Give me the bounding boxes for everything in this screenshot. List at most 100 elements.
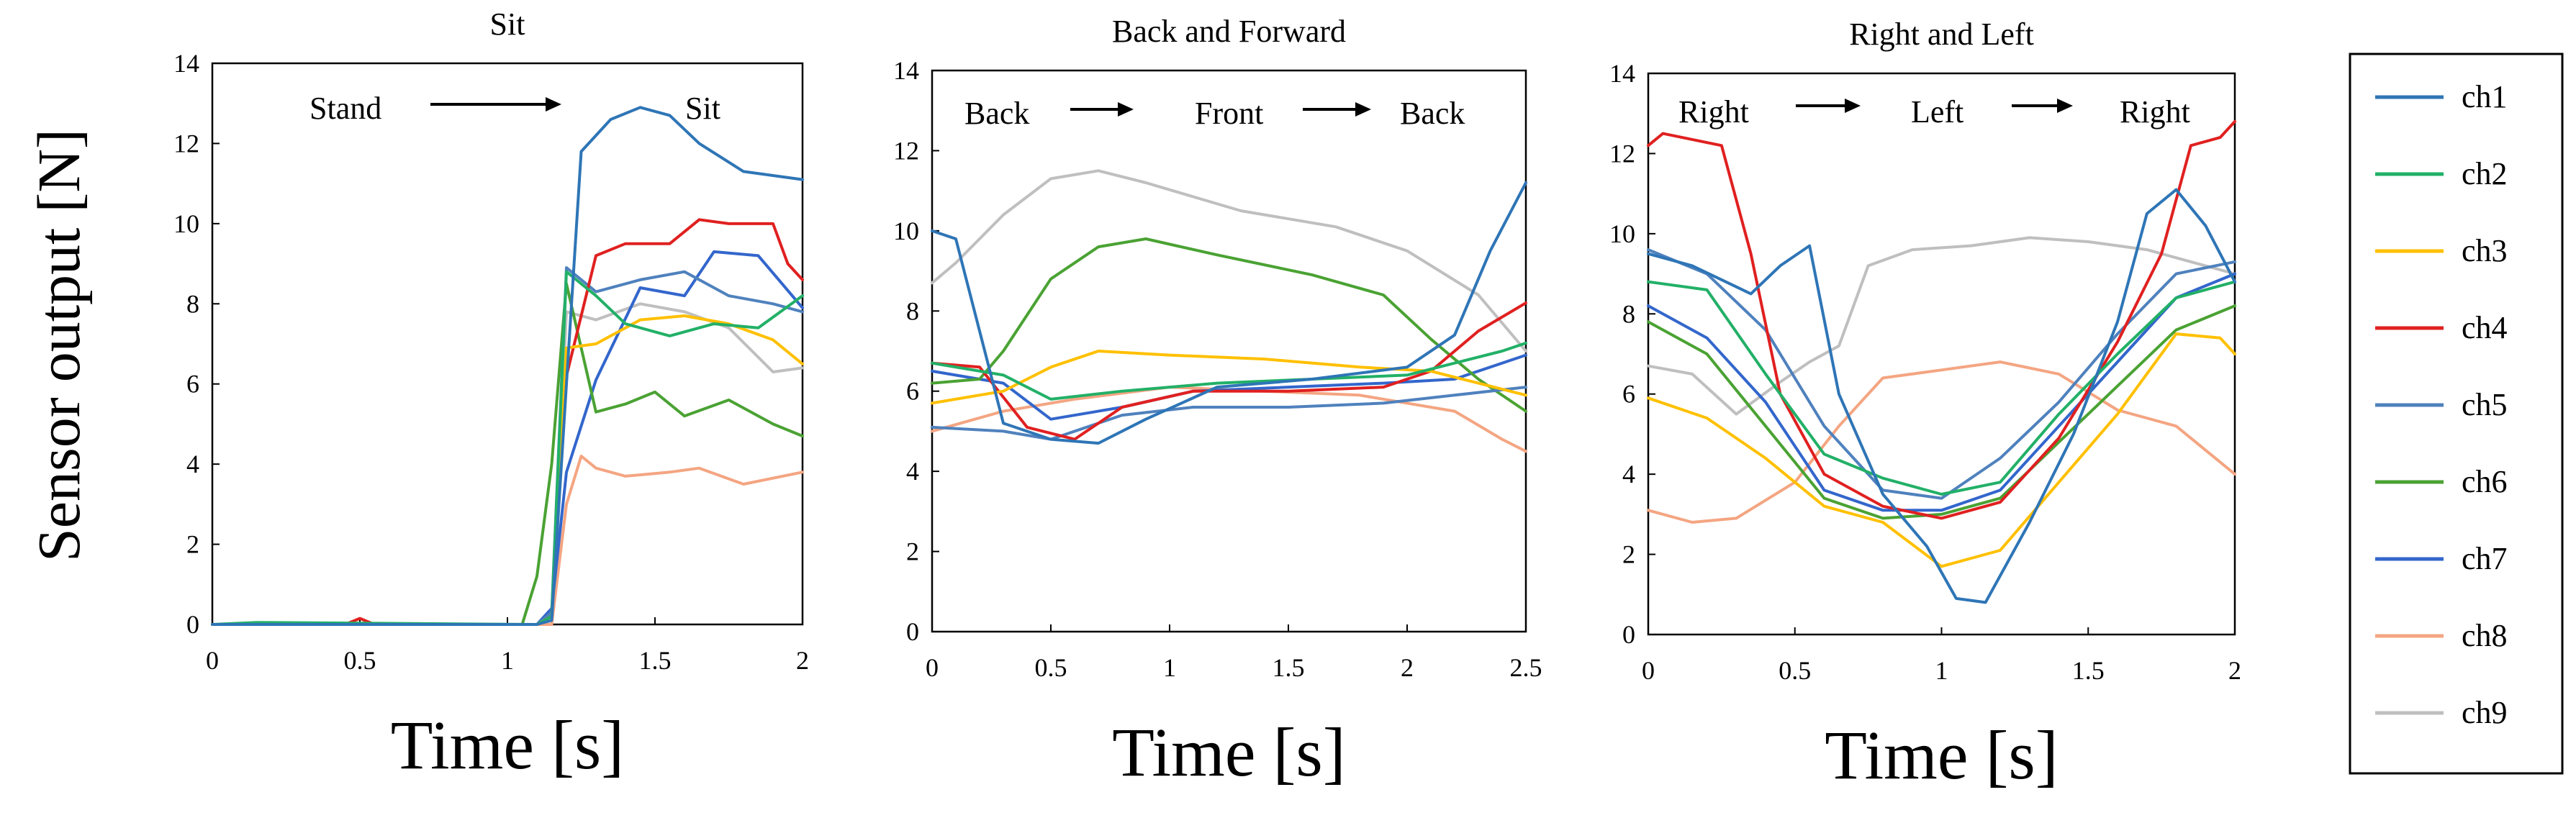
series-line-ch9: [211, 302, 804, 626]
legend-label-ch3: ch3: [2462, 233, 2508, 268]
x-tick-label: 1.5: [2072, 656, 2105, 685]
chart-title: Right and Left: [1849, 17, 2034, 52]
x-tick-label: 1.5: [639, 646, 672, 675]
y-tick-label: 6: [1622, 380, 1635, 409]
arrow-head-icon: [2057, 99, 2073, 113]
annotation-label: Stand: [309, 91, 381, 126]
y-tick-label: 8: [1622, 299, 1635, 328]
x-tick-label: 0: [206, 646, 219, 675]
x-tick-label: 0.5: [344, 646, 376, 675]
series-line-ch5: [1647, 248, 2236, 500]
y-tick-label: 12: [173, 129, 199, 158]
legend-label-ch4: ch4: [2462, 310, 2508, 345]
x-tick-label: 1: [1163, 653, 1176, 682]
series-line-ch3: [931, 350, 1527, 405]
y-tick-label: 0: [186, 610, 199, 639]
arrow-head-icon: [546, 97, 561, 112]
x-axis-label: Time [s]: [1825, 717, 2058, 794]
legend-box: [2349, 53, 2564, 775]
chart-panel-1: Sit 0 2 4 6 8 10 12 14 0 0.5 1 1.5 2 Time [s] Stand Sit: [173, 6, 809, 783]
series-group: [1647, 119, 2236, 604]
x-tick-label: 2: [796, 646, 809, 675]
series-line-ch6: [1647, 304, 2236, 520]
y-tick-label: 14: [893, 56, 919, 85]
series-line-ch9: [931, 169, 1527, 353]
x-tick-label: 0.5: [1035, 653, 1067, 682]
y-tick-label: 10: [1609, 219, 1635, 248]
series-group: [931, 169, 1527, 453]
annotation-label: Front: [1195, 96, 1263, 131]
legend-label-ch7: ch7: [2462, 541, 2508, 576]
chart-panel-3: Right and Left 0 2 4 6 8 10 12 14 0 0.5 1 1.5 2 Time […: [1609, 17, 2241, 794]
series-line-ch4: [211, 218, 804, 626]
arrow-head-icon: [1845, 99, 1861, 113]
plot-frame: [1647, 72, 2236, 636]
x-axis-label: Time [s]: [1112, 714, 1346, 791]
y-tick-label: 8: [186, 289, 199, 318]
y-tick-label: 6: [186, 370, 199, 399]
series-line-ch7: [211, 250, 804, 626]
legend-label-ch5: ch5: [2462, 387, 2508, 422]
y-tick-label: 10: [173, 209, 199, 238]
annotation-label: Right: [1678, 94, 1749, 129]
series-line-ch5: [931, 386, 1527, 441]
y-tick-label: 4: [1622, 460, 1635, 488]
series-line-ch8: [1647, 360, 2236, 524]
x-axis-label: Time [s]: [391, 706, 625, 783]
chart-panel-2: Back and Forward 0 2 4 6 8 10 12 14 0 0.5 1 1.5 2 2.5 T…: [893, 14, 1542, 791]
arrow-head-icon: [1355, 102, 1371, 117]
series-line-ch4: [931, 301, 1527, 441]
y-tick-label: 2: [1622, 540, 1635, 569]
series-line-ch7: [1647, 272, 2236, 512]
annotation-label: Back: [964, 96, 1029, 131]
legend: ch1 ch2 ch3 ch4 ch5 ch6 ch7 ch8 ch9: [2349, 53, 2564, 775]
series-line-ch3: [211, 314, 804, 626]
annotation-label: Right: [2120, 94, 2190, 129]
x-tick-label: 2: [1401, 653, 1414, 682]
x-tick-label: 2.5: [1510, 653, 1542, 682]
series-line-ch1: [211, 106, 804, 626]
x-tick-label: 0: [926, 653, 939, 682]
annotation-label: Left: [1911, 94, 1963, 129]
series-line-ch2: [211, 270, 804, 626]
chart-title: Sit: [490, 6, 525, 42]
legend-label-ch6: ch6: [2462, 464, 2508, 499]
series-line-ch4: [1647, 119, 2236, 520]
y-axis-label: Sensor output [N]: [26, 129, 93, 562]
x-tick-label: 0.5: [1779, 656, 1811, 685]
y-tick-label: 6: [906, 377, 919, 406]
series-line-ch2: [931, 341, 1527, 401]
x-tick-label: 1: [1935, 656, 1948, 685]
y-tick-label: 12: [893, 136, 919, 165]
legend-label-ch9: ch9: [2462, 695, 2508, 730]
y-tick-label: 12: [1609, 139, 1635, 168]
x-tick-label: 1: [501, 646, 514, 675]
y-tick-label: 2: [906, 537, 919, 566]
annotation-label: Back: [1400, 96, 1465, 131]
series-line-ch2: [1647, 280, 2236, 496]
y-tick-label: 4: [906, 457, 919, 486]
series-line-ch1: [1647, 188, 2236, 604]
annotation-label: Sit: [685, 91, 720, 126]
y-tick-label: 4: [186, 450, 199, 478]
plot-frame: [211, 62, 804, 626]
series-line-ch6: [211, 282, 804, 626]
y-tick-label: 14: [1609, 59, 1635, 88]
y-tick-label: 0: [1622, 620, 1635, 649]
y-tick-label: 10: [893, 217, 919, 245]
y-tick-label: 2: [186, 530, 199, 559]
legend-label-ch1: ch1: [2462, 79, 2508, 114]
series-line-ch5: [211, 266, 804, 626]
x-tick-label: 2: [2228, 656, 2241, 685]
plot-frame: [931, 69, 1527, 633]
x-tick-label: 1.5: [1273, 653, 1305, 682]
legend-label-ch2: ch2: [2462, 156, 2508, 191]
series-line-ch1: [931, 181, 1527, 445]
legend-label-ch8: ch8: [2462, 618, 2508, 653]
series-line-ch3: [1647, 332, 2236, 568]
y-tick-label: 14: [173, 49, 199, 78]
y-tick-label: 8: [906, 296, 919, 325]
chart-title: Back and Forward: [1112, 14, 1346, 49]
